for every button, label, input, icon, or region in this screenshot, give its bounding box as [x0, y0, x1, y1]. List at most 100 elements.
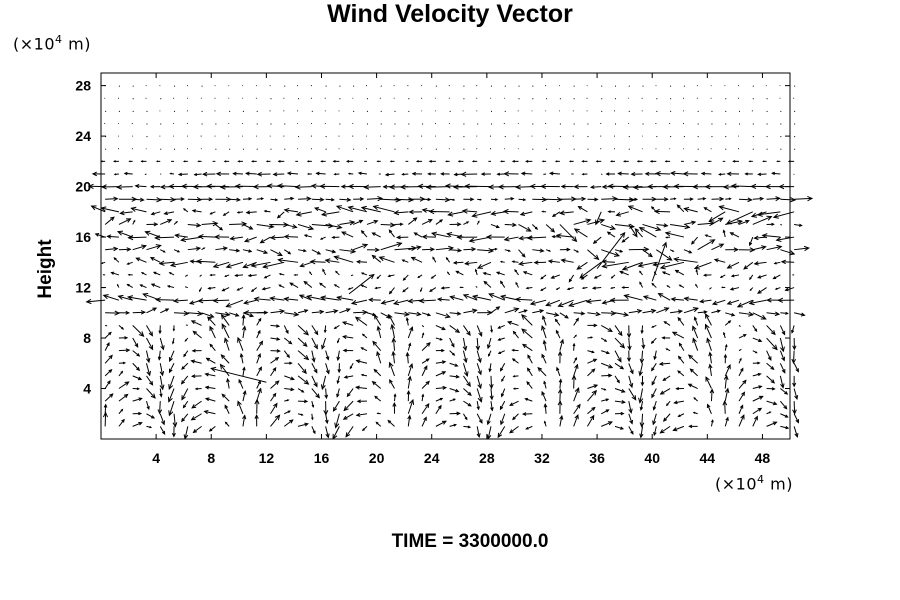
vector-arrow [325, 223, 343, 230]
vector-arrow [104, 331, 112, 339]
vector-arrow [220, 313, 230, 326]
vector-arrow [541, 390, 547, 402]
vector-arrow [270, 349, 281, 353]
vector-arrow [476, 401, 480, 411]
vector-arrow [571, 374, 577, 389]
vector-arrow [104, 380, 111, 389]
vector-arrow [215, 311, 231, 317]
vector-arrow [384, 172, 395, 177]
vector-arrow [775, 236, 795, 243]
vector-arrow [323, 401, 329, 416]
vector-arrow [623, 160, 629, 163]
vector-arrow [187, 197, 203, 203]
vector-arrow [532, 196, 548, 203]
vector-arrow [673, 400, 684, 405]
vector-arrow [146, 123, 148, 125]
vector-arrow [651, 375, 657, 386]
vector-arrow [145, 350, 151, 364]
vector-arrow [639, 426, 644, 439]
vector-arrow [677, 355, 685, 364]
vector-arrow [541, 353, 547, 364]
vector-arrow [270, 392, 277, 402]
vector-arrow [463, 388, 472, 397]
vector-arrow [376, 325, 382, 339]
vector-arrow [626, 350, 631, 363]
vector-arrow [729, 232, 740, 238]
vector-arrow [343, 400, 354, 412]
vector-arrow [402, 287, 409, 293]
vector-arrow [729, 287, 740, 291]
vector-arrow [118, 408, 124, 415]
vector-arrow [628, 308, 643, 314]
vector-arrow [198, 287, 203, 293]
vector-arrow [662, 375, 671, 382]
y-tick-label: 4 [83, 381, 91, 397]
vector-arrow [522, 271, 533, 276]
vector-arrow [462, 350, 468, 364]
vector-arrow [457, 160, 464, 163]
vector-arrow [504, 85, 506, 87]
vector-arrow [555, 233, 574, 239]
vector-arrow [490, 210, 505, 216]
vector-arrow [792, 401, 797, 415]
vector-arrow [283, 419, 294, 427]
vector-arrow [106, 234, 119, 239]
vector-arrow [339, 85, 341, 87]
vector-arrow [376, 160, 381, 163]
vector-arrow [314, 207, 326, 213]
vector-arrow [577, 206, 588, 213]
vector-arrow [780, 197, 797, 203]
vector-arrow [541, 210, 547, 213]
vector-arrow [311, 388, 320, 399]
vector-arrow [180, 375, 189, 385]
vector-arrow [226, 377, 230, 389]
vector-arrow [449, 398, 457, 402]
vector-arrow [201, 123, 203, 125]
vector-arrow [221, 393, 230, 402]
vector-arrow [180, 236, 202, 243]
vector-arrow [651, 282, 657, 288]
vector-arrow [208, 425, 216, 432]
vector-arrow [149, 184, 161, 189]
vector-arrow [336, 350, 341, 362]
vector-arrow [665, 348, 671, 352]
vector-arrow [346, 388, 354, 398]
vector-arrow [662, 413, 671, 422]
vector-arrow [555, 287, 561, 290]
vector-arrow [640, 375, 645, 387]
vector-arrow [601, 249, 621, 257]
vector-arrow [766, 196, 781, 202]
vector-arrow [360, 347, 368, 352]
vector-arrow [197, 233, 216, 240]
vector-arrow [158, 260, 175, 266]
vector-arrow [320, 295, 340, 301]
vector-arrow [159, 375, 165, 391]
vector-arrow [380, 242, 403, 251]
vector-arrow [145, 363, 152, 377]
vector-arrow [700, 171, 712, 176]
vector-arrow [421, 358, 430, 364]
vector-arrow [601, 373, 613, 378]
vector-arrow [242, 261, 257, 269]
vector-arrow [325, 148, 327, 150]
vector-arrow [504, 196, 515, 201]
vector-arrow [221, 323, 230, 339]
vector-arrow [345, 426, 354, 438]
vector-arrow [560, 184, 574, 189]
vector-arrow [160, 197, 177, 203]
vector-arrow [408, 123, 410, 125]
vector-arrow [489, 375, 494, 390]
vector-arrow [342, 348, 354, 353]
vector-arrow [504, 222, 517, 228]
vector-arrow [725, 211, 754, 225]
vector-arrow [514, 296, 533, 303]
vector-arrow [435, 404, 442, 415]
vector-arrow [298, 136, 300, 138]
vector-arrow [160, 98, 162, 100]
vector-arrow [140, 160, 147, 163]
vector-arrow [167, 388, 175, 403]
vector-arrow [787, 160, 795, 163]
vector-arrow [157, 401, 163, 415]
vector-arrow [771, 171, 781, 176]
vector-arrow [560, 258, 574, 263]
